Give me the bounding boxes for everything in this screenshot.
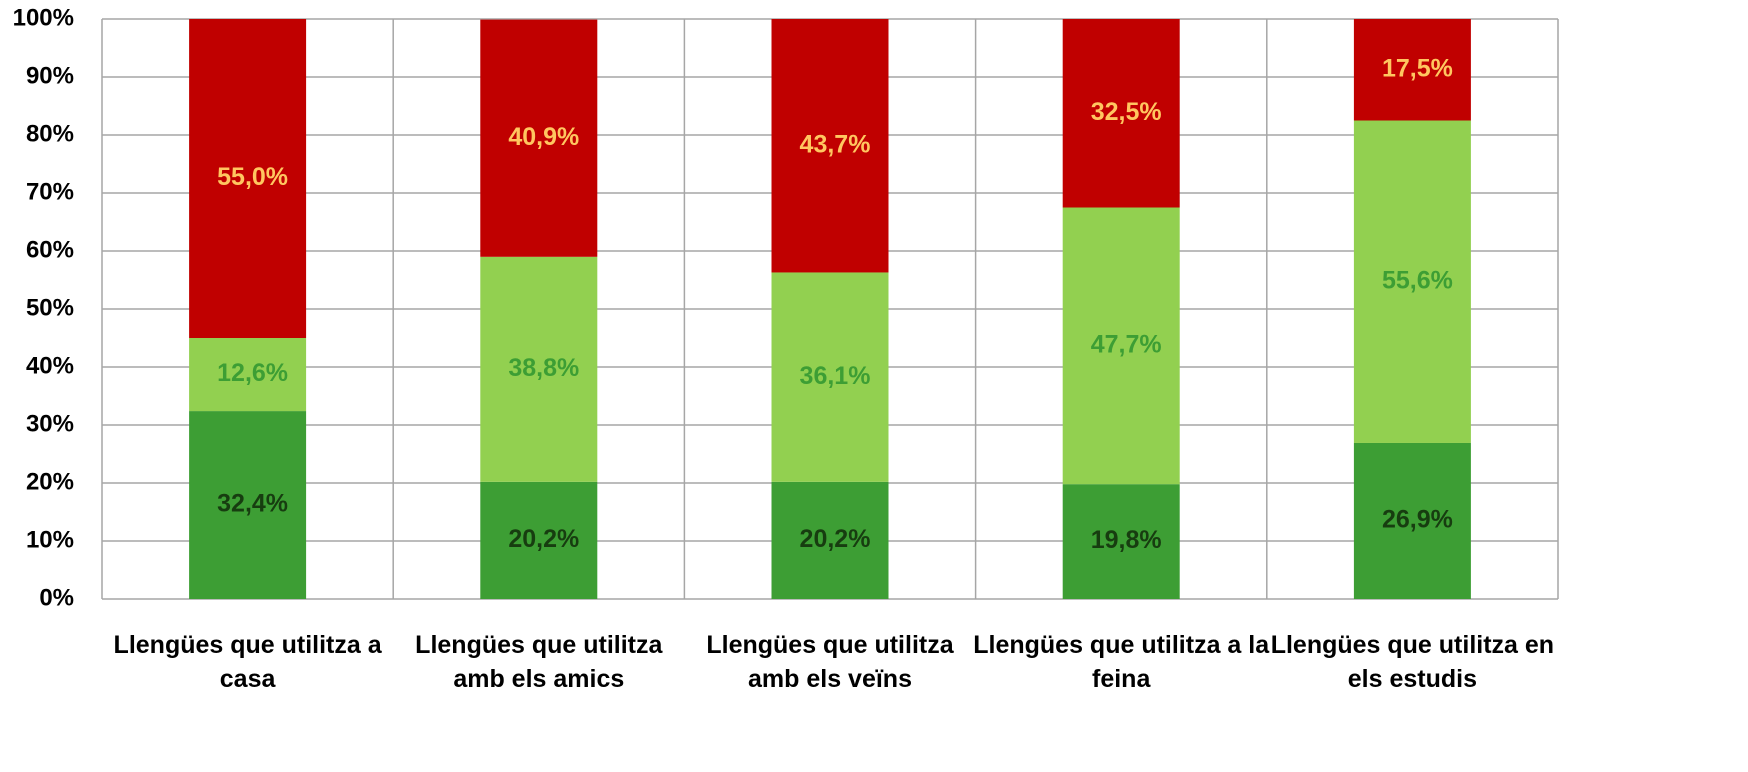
- bar-segment: [771, 272, 889, 482]
- bar-segment: [189, 411, 307, 599]
- y-tick-label: 80%: [26, 120, 74, 147]
- value-label: 17,5%: [1382, 54, 1453, 82]
- bar-segment: [771, 19, 889, 273]
- bar-segment: [189, 19, 307, 338]
- bar-segment: [1062, 19, 1180, 208]
- value-label: 47,7%: [1091, 330, 1162, 358]
- value-label: 12,6%: [217, 359, 288, 387]
- bar-segment: [480, 19, 598, 257]
- value-label: 20,2%: [508, 525, 579, 553]
- bar-segment: [1353, 120, 1471, 443]
- bar-segment: [480, 256, 598, 482]
- y-tick-label: 20%: [26, 468, 74, 495]
- bar-segment: [480, 481, 598, 599]
- bar-segment: [1062, 207, 1180, 485]
- y-tick-label: 60%: [26, 236, 74, 263]
- bar-segment: [189, 338, 307, 412]
- value-label: 38,8%: [508, 354, 579, 382]
- value-label: 19,8%: [1091, 526, 1162, 554]
- value-label: 40,9%: [508, 123, 579, 151]
- x-tick-label: Llengües que utilitza en els estudis: [1270, 631, 1555, 693]
- bar-segment: [771, 481, 889, 599]
- y-tick-label: 100%: [13, 4, 74, 31]
- y-tick-label: 90%: [26, 62, 74, 89]
- y-tick-label: 10%: [26, 526, 74, 553]
- bar-segment: [1353, 442, 1471, 599]
- value-label: 32,4%: [217, 490, 288, 518]
- y-tick-label: 50%: [26, 294, 74, 321]
- y-tick-label: 0%: [39, 584, 74, 611]
- value-label: 36,1%: [800, 362, 871, 390]
- value-label: 55,6%: [1382, 266, 1453, 294]
- value-label: 32,5%: [1091, 98, 1162, 126]
- value-label: 26,9%: [1382, 506, 1453, 534]
- value-label: 43,7%: [800, 130, 871, 158]
- x-tick-label: Llengües que utilitza a la feina: [973, 631, 1270, 693]
- y-tick-label: 70%: [26, 178, 74, 205]
- x-tick-label: Llengües que utilitza amb els veïns: [706, 631, 954, 693]
- y-tick-label: 30%: [26, 410, 74, 437]
- bar-segment: [1062, 484, 1180, 599]
- value-label: 20,2%: [800, 525, 871, 553]
- y-tick-label: 40%: [26, 352, 74, 379]
- x-tick-label: Llengües que utilitza a casa: [113, 631, 382, 693]
- x-tick-label: Llengües que utilitza amb els amics: [415, 631, 663, 693]
- value-label: 55,0%: [217, 163, 288, 191]
- bar-segment: [1353, 19, 1471, 121]
